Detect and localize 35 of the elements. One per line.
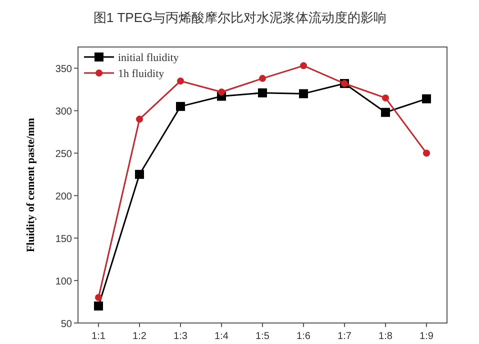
y-tick-label: 300 bbox=[55, 106, 72, 118]
y-tick-label: 350 bbox=[55, 64, 72, 76]
x-tick-label: 1:6 bbox=[296, 331, 311, 342]
point bbox=[95, 294, 102, 302]
x-tick-label: 1:8 bbox=[378, 331, 393, 342]
point bbox=[258, 88, 267, 98]
point bbox=[94, 302, 103, 311]
x-tick-label: 1:1 bbox=[92, 331, 106, 342]
point bbox=[382, 94, 389, 102]
point bbox=[423, 150, 430, 157]
point bbox=[177, 77, 184, 84]
y-tick-label: 250 bbox=[55, 149, 72, 160]
legend-label: initial fluidity bbox=[118, 52, 180, 64]
point bbox=[381, 108, 390, 117]
y-tick-label: 100 bbox=[55, 276, 72, 288]
x-tick-label: 1:5 bbox=[256, 331, 270, 342]
x-tick-label: 1:2 bbox=[132, 331, 147, 342]
point bbox=[135, 170, 144, 179]
point bbox=[299, 89, 308, 98]
point bbox=[300, 62, 307, 70]
chart-title: 图1 TPEG与丙烯酸摩尔比对水泥浆体流动度的影响 bbox=[93, 10, 387, 25]
x-tick-label: 1:9 bbox=[420, 331, 434, 342]
x-tick-label: 1:7 bbox=[338, 331, 352, 342]
y-axis-title: Fluidity of cement paste/mm bbox=[25, 118, 37, 252]
y-tick-label: 200 bbox=[55, 192, 72, 203]
x-tick-label: 1:3 bbox=[174, 331, 188, 342]
point bbox=[136, 116, 143, 123]
point bbox=[218, 88, 225, 96]
point bbox=[176, 102, 185, 111]
x-tick-label: 1:4 bbox=[214, 331, 229, 342]
y-tick-label: 150 bbox=[55, 234, 72, 246]
legend-label: 1h fluidity bbox=[118, 68, 165, 80]
y-tick-label: 50 bbox=[60, 319, 72, 330]
point bbox=[422, 94, 431, 104]
point bbox=[259, 74, 266, 82]
